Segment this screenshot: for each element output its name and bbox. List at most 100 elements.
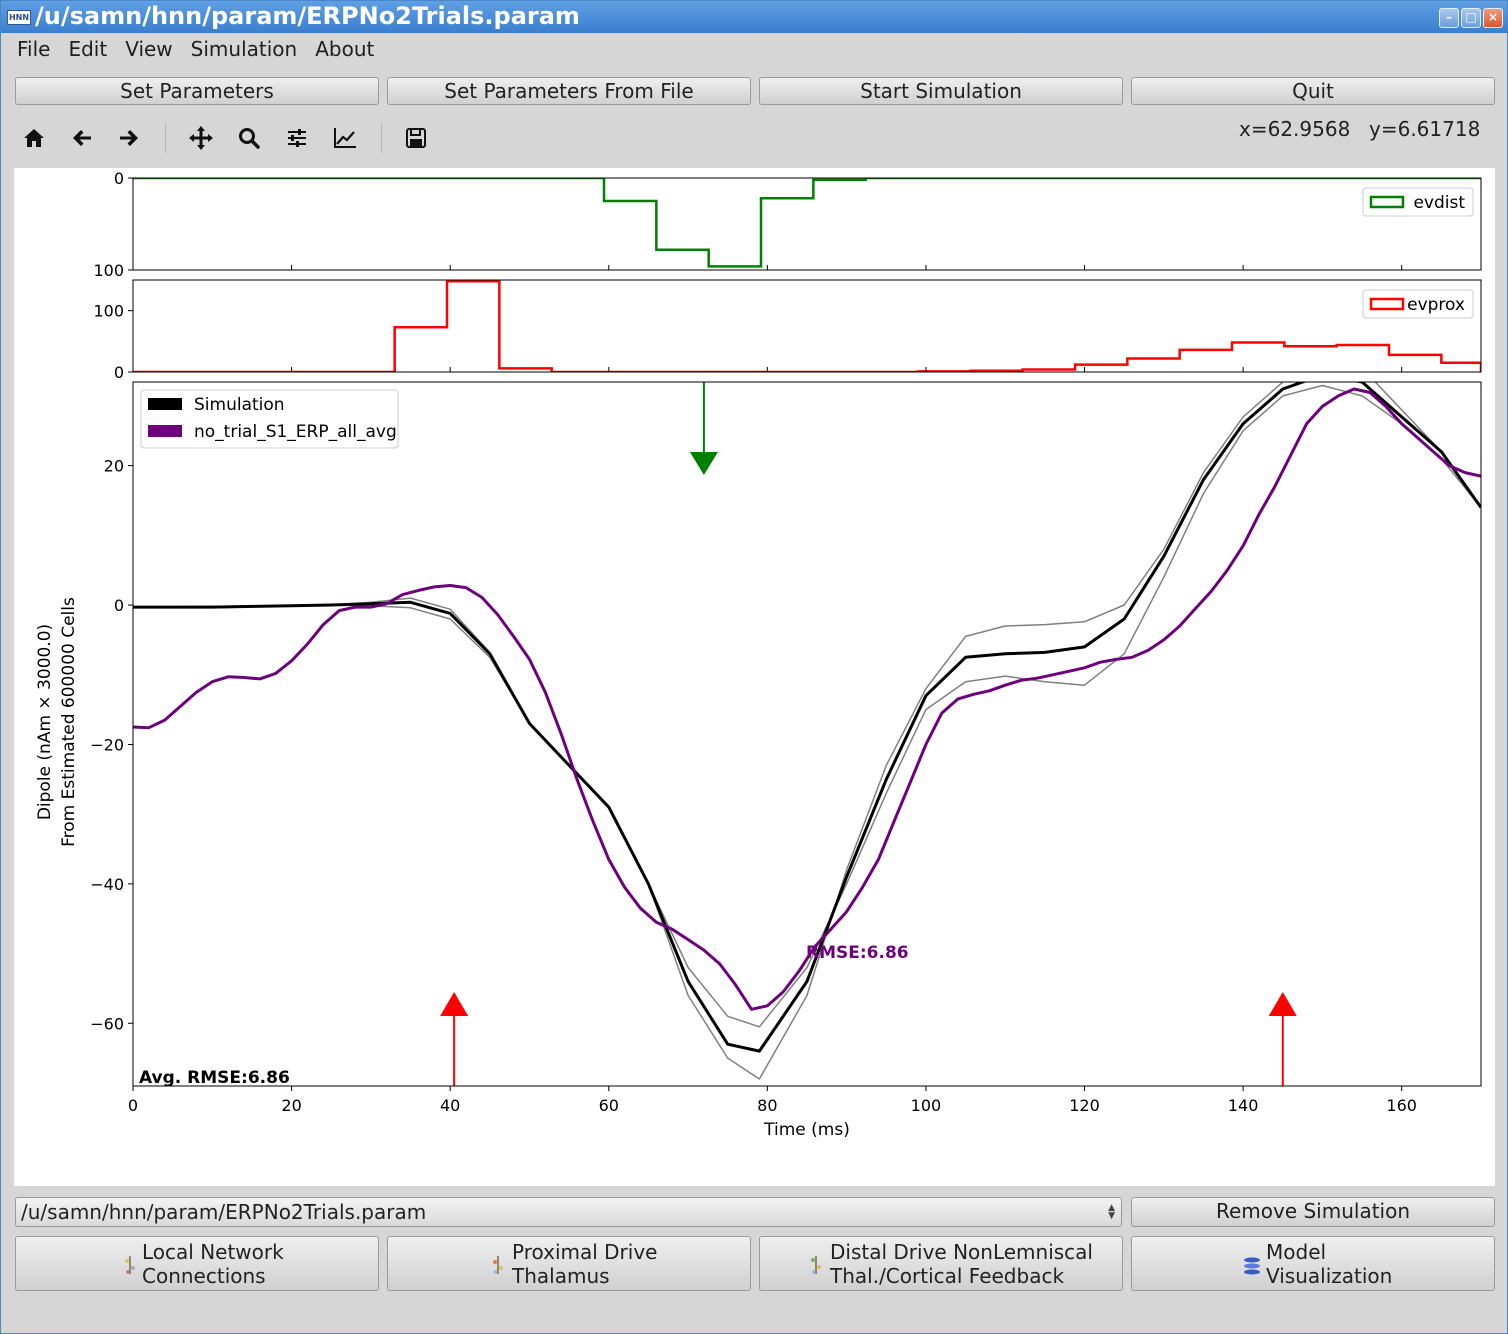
set-parameters-from-file-button[interactable]: Set Parameters From File <box>387 77 751 105</box>
xtick-label: 40 <box>440 1096 460 1115</box>
axes-frame-evprox <box>132 279 1482 373</box>
xtick-label: 0 <box>128 1096 138 1115</box>
xtick-label: 80 <box>757 1096 777 1115</box>
legend-frame <box>140 389 399 449</box>
legend-evprox: evprox <box>1362 289 1474 319</box>
menu-bar: File Edit View Simulation About <box>1 34 1507 64</box>
trial-line-2 <box>133 384 1481 1028</box>
y-axis-label: Dipole (nAm × 3000.0) <box>35 624 55 820</box>
rmse-annotation: RMSE:6.86 <box>806 943 909 963</box>
hnn-app-icon: HNN <box>7 10 31 25</box>
xtick-label: 60 <box>599 1096 619 1115</box>
proximal-drive-label-2: Thalamus <box>512 1264 610 1288</box>
trial-line-1 <box>133 382 1481 1080</box>
edit-axes-icon[interactable] <box>326 119 364 157</box>
axes-frame-evdist <box>132 177 1482 271</box>
legend-swatch-experimental-data <box>148 425 182 437</box>
experimental-data-line <box>133 387 1481 1011</box>
xtick-label: 100 <box>911 1096 942 1115</box>
local-network-label-2: Connections <box>142 1264 266 1288</box>
save-icon[interactable] <box>397 119 435 157</box>
histogram-evdist: 0 100 evdist <box>93 169 1482 280</box>
menu-about[interactable]: About <box>315 37 375 61</box>
pan-icon[interactable] <box>182 119 220 157</box>
x-axis-label: Time (ms) <box>763 1120 850 1140</box>
distal-drive-label-2: Thal./Cortical Feedback <box>830 1264 1065 1288</box>
histogram-bars-evdist <box>133 178 1481 268</box>
ytick-label: −60 <box>90 1014 124 1033</box>
histogram-bars-evprox <box>133 280 1481 372</box>
plot-canvas[interactable]: 0 100 evdist 0 100 evprox 20 0 −20 −40 −60 0 20 40 60 8… <box>14 168 1495 1186</box>
dipole-axes: 20 0 −20 −40 −60 0 20 40 60 80 100 120 140 160 Time (m… <box>35 381 1482 1140</box>
cursor-x-readout: x=62.9568 <box>1239 117 1351 141</box>
ytick-label: 0 <box>114 596 124 615</box>
ytick-label: 0 <box>114 169 124 188</box>
distal-drive-button[interactable]: Distal Drive NonLemniscal Thal./Cortical… <box>759 1236 1123 1291</box>
ytick-label: 100 <box>93 261 124 280</box>
minimize-button[interactable]: – <box>1439 8 1459 28</box>
simulation-file-combo[interactable]: /u/samn/hnn/param/ERPNo2Trials.param ▲ ▼ <box>15 1197 1122 1227</box>
distal-drive-label-1: Distal Drive NonLemniscal <box>830 1240 1093 1264</box>
legend-dipole: Simulation no_trial_S1_ERP_all_avg <box>140 389 399 449</box>
menu-simulation[interactable]: Simulation <box>190 37 298 61</box>
quit-button[interactable]: Quit <box>1131 77 1495 105</box>
distal-drive-icon <box>811 1256 821 1274</box>
model-visualization-label-2: Visualization <box>1266 1264 1393 1288</box>
home-icon[interactable] <box>15 119 53 157</box>
xtick-label: 140 <box>1228 1096 1259 1115</box>
model-visualization-button[interactable]: Model Visualization <box>1131 1236 1495 1291</box>
legend-label-evprox: evprox <box>1407 295 1465 315</box>
ytick-label: 0 <box>114 363 124 382</box>
xtick-label: 160 <box>1386 1096 1417 1115</box>
legend-evdist: evdist <box>1362 187 1474 217</box>
combo-arrows-icon: ▲ ▼ <box>1108 1203 1115 1221</box>
legend-frame <box>1362 289 1474 319</box>
window-title: /u/samn/hnn/param/ERPNo2Trials.param <box>35 2 580 30</box>
menu-edit[interactable]: Edit <box>68 37 108 61</box>
menu-view[interactable]: View <box>125 37 173 61</box>
legend-label-experimental-data: no_trial_S1_ERP_all_avg <box>194 422 397 442</box>
ytick-label: 20 <box>104 457 124 476</box>
set-parameters-button[interactable]: Set Parameters <box>15 77 379 105</box>
histogram-evprox: 0 100 evprox <box>93 279 1482 382</box>
legend-label-simulation: Simulation <box>194 395 285 415</box>
local-network-connections-button[interactable]: Local Network Connections <box>15 1236 379 1291</box>
configure-subplots-icon[interactable] <box>278 119 316 157</box>
avg-rmse-annotation: Avg. RMSE:6.86 <box>139 1068 290 1088</box>
legend-label-evdist: evdist <box>1413 193 1465 213</box>
proximal-drive-icon <box>493 1256 503 1274</box>
ytick-label: −20 <box>90 735 124 754</box>
ytick-label: 100 <box>93 302 124 321</box>
simulation-file-value: /u/samn/hnn/param/ERPNo2Trials.param <box>21 1200 427 1224</box>
figure: 0 100 evdist 0 100 evprox 20 0 −20 −40 −60 0 20 40 60 8… <box>35 169 1482 1140</box>
zoom-icon[interactable] <box>230 119 268 157</box>
proximal-drive-button[interactable]: Proximal Drive Thalamus <box>387 1236 751 1291</box>
forward-icon[interactable] <box>110 119 148 157</box>
legend-frame <box>1362 187 1474 217</box>
back-icon[interactable] <box>63 119 101 157</box>
legend-swatch-evprox <box>1369 297 1405 311</box>
close-window-button[interactable]: × <box>1483 8 1503 28</box>
legend-swatch-evdist <box>1369 195 1405 209</box>
legend-swatch-simulation <box>148 398 182 410</box>
cursor-y-readout: y=6.61718 <box>1369 117 1481 141</box>
title-bar[interactable]: HNN /u/samn/hnn/param/ERPNo2Trials.param… <box>1 1 1507 33</box>
proximal-drive-label-1: Proximal Drive <box>512 1240 658 1264</box>
model-visualization-icon <box>1244 1257 1260 1275</box>
distal-drive-arrow-head <box>689 452 718 475</box>
xtick-label: 120 <box>1069 1096 1100 1115</box>
y-axis-label-2: From Estimated 600000 Cells <box>59 597 79 847</box>
xtick-label: 20 <box>281 1096 301 1115</box>
menu-file[interactable]: File <box>17 37 51 61</box>
proximal-drive-arrow-head-1 <box>440 992 469 1016</box>
simulation-line <box>133 382 1481 1053</box>
remove-simulation-button[interactable]: Remove Simulation <box>1131 1197 1495 1227</box>
proximal-drive-arrow-head-2 <box>1268 992 1297 1016</box>
local-network-label-1: Local Network <box>142 1240 284 1264</box>
network-icon <box>125 1256 135 1274</box>
start-simulation-button[interactable]: Start Simulation <box>759 77 1123 105</box>
ytick-label: −40 <box>90 875 124 894</box>
maximize-button[interactable]: □ <box>1461 8 1481 28</box>
axes-frame-dipole <box>132 381 1482 1087</box>
